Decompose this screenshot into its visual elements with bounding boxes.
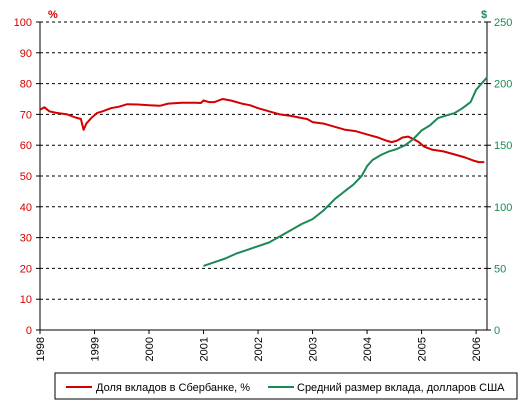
left-tick-label: 10 <box>20 294 32 306</box>
right-axis-unit: $ <box>481 9 487 21</box>
left-tick-label: 100 <box>14 17 32 29</box>
gridlines <box>40 21 487 300</box>
x-tick-label: 2000 <box>144 337 156 361</box>
right-tick-label: 200 <box>494 79 512 91</box>
legend-label-deposit: Средний размер вклада, долларов США <box>297 382 505 394</box>
x-tick-label: 2003 <box>308 337 320 361</box>
x-tick-label: 1999 <box>90 337 102 361</box>
left-tick-label: 60 <box>20 140 32 152</box>
series-layer <box>39 76 488 267</box>
x-tick-label: 2004 <box>362 337 374 361</box>
left-tick-label: 0 <box>26 325 32 337</box>
left-tick-label: 50 <box>20 171 32 183</box>
series-line-deposit <box>203 76 488 267</box>
legend: Доля вкладов в Сбербанке, % Средний разм… <box>54 372 518 400</box>
x-tick-label: 2002 <box>253 337 265 361</box>
left-tick-label: 70 <box>20 109 32 121</box>
left-tick-label: 80 <box>20 79 32 91</box>
series-line-share <box>39 98 485 164</box>
x-tick-label: 2006 <box>471 337 483 361</box>
left-tick-label: 90 <box>20 48 32 60</box>
right-tick-label: 50 <box>494 263 506 275</box>
right-tick-label: 0 <box>494 325 500 337</box>
x-axis-ticks: 1998 1999 2000 2001 2002 2003 2004 2005 2006 <box>35 330 483 361</box>
left-tick-label: 40 <box>20 202 32 214</box>
left-axis-unit: % <box>48 9 58 21</box>
x-tick-label: 1998 <box>35 337 47 361</box>
x-tick-label: 2005 <box>417 337 429 361</box>
left-tick-label: 20 <box>20 263 32 275</box>
right-tick-label: 250 <box>494 17 512 29</box>
right-tick-label: 150 <box>494 140 512 152</box>
legend-label-share: Доля вкладов в Сбербанке, % <box>96 382 250 394</box>
legend-box <box>54 372 518 400</box>
x-tick-label: 2001 <box>199 337 211 361</box>
left-tick-label: 30 <box>20 233 32 245</box>
right-tick-label: 100 <box>494 202 512 214</box>
left-axis-ticks: 0 10 20 30 40 50 60 70 80 90 100 <box>14 17 40 337</box>
right-axis-ticks: 0 50 100 150 200 250 <box>487 17 512 337</box>
